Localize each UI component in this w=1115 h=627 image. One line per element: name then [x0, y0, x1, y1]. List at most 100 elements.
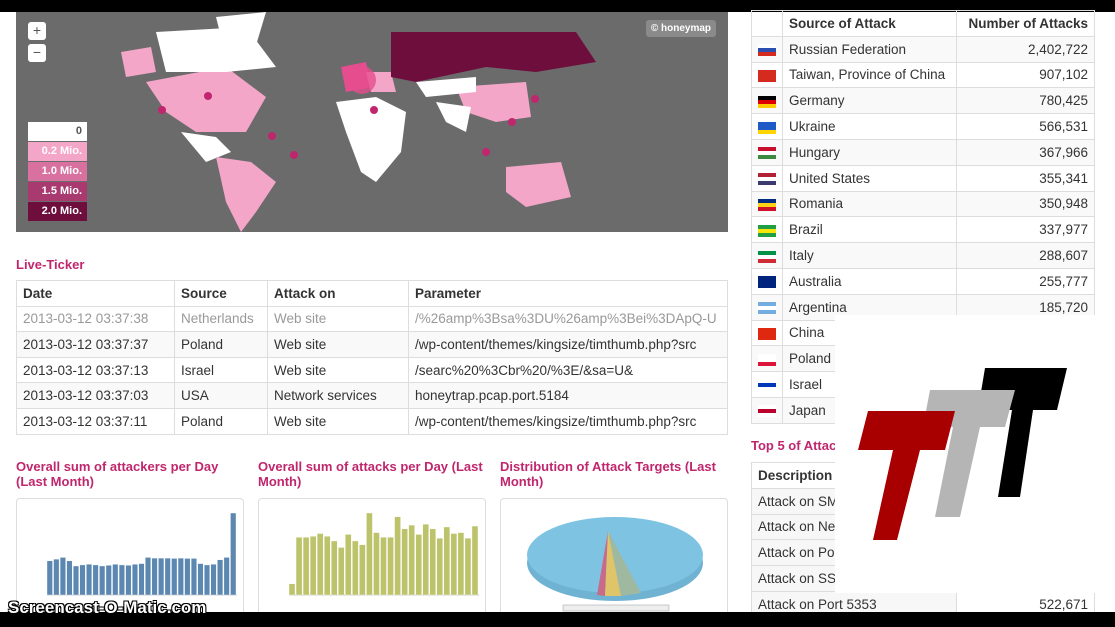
cell-attack-on: Web site	[267, 407, 409, 435]
bar	[177, 557, 184, 596]
table-row: Ukraine 566,531	[751, 113, 1095, 140]
bar	[230, 512, 237, 596]
table-row: Italy 288,607	[751, 242, 1095, 269]
cell-count: 255,777	[956, 267, 1095, 295]
cell-count: 337,977	[956, 216, 1095, 244]
cell-source: Poland	[174, 407, 268, 435]
flag-cell	[751, 87, 783, 115]
bar	[210, 564, 217, 596]
bar	[352, 540, 359, 596]
bar	[79, 564, 86, 596]
bar	[450, 533, 458, 596]
zoom-in-button[interactable]: +	[28, 22, 46, 40]
bar	[394, 516, 401, 596]
cell-count: 907,102	[956, 61, 1095, 89]
cell-source: USA	[174, 382, 268, 409]
table-row: 2013-03-12 03:37:03 USA Network services ho…	[16, 382, 728, 409]
bar	[158, 557, 165, 596]
cell-parameter: /wp-content/themes/kingsize/timthumb.php…	[408, 407, 728, 435]
col-date: Date	[16, 280, 175, 307]
bar	[184, 558, 191, 596]
flag-cell	[751, 267, 783, 295]
table-row: Hungary 367,966	[751, 138, 1095, 166]
zoom-out-button[interactable]: −	[28, 44, 46, 62]
bar	[338, 547, 345, 596]
cell-count: 350,948	[956, 190, 1095, 218]
top-black-bar	[0, 0, 1115, 12]
pie-slice	[608, 531, 641, 596]
flag-cell	[751, 345, 783, 373]
cell-attack-on: Network services	[267, 382, 409, 409]
top5-heading: Top 5 of Attac	[751, 438, 837, 453]
bar	[408, 524, 415, 596]
legend-item: 0.2 Mio.	[28, 142, 87, 161]
cell-count: 288,607	[956, 242, 1095, 269]
bar	[457, 532, 465, 596]
cell-parameter: /wp-content/themes/kingsize/timthumb.php…	[408, 331, 728, 358]
honeymap-attribution[interactable]: © honeymap	[645, 20, 716, 37]
bar	[118, 564, 125, 596]
bar	[302, 537, 310, 596]
bar	[197, 563, 204, 596]
cell-count: 2,402,722	[956, 35, 1095, 63]
table-row: 2013-03-12 03:37:11 Poland Web site/wp-con…	[16, 407, 728, 435]
flag-cell	[751, 371, 783, 398]
cell-parameter: honeytrap.pcap.port.5184	[408, 382, 728, 409]
cell-country: Germany	[782, 87, 957, 115]
ttt-logo	[858, 368, 1067, 540]
bar	[288, 583, 296, 596]
table-row: Romania 350,948	[751, 190, 1095, 218]
bar	[387, 537, 394, 596]
bar	[171, 558, 178, 596]
cell-country: Italy	[782, 242, 957, 269]
honeymap-world-map[interactable]: + − © honeymap 0 0.2 Mio. 1.0 Mio. 1.5 M…	[16, 12, 728, 232]
table-row: Brazil 337,977	[751, 216, 1095, 244]
cell-date: 2013-03-12 03:37:38	[16, 305, 175, 333]
bar	[151, 557, 158, 596]
attacks-bar-chart	[288, 512, 479, 596]
flag-icon	[758, 405, 776, 418]
cell-country: Hungary	[782, 138, 957, 166]
targets-chart-title: Distribution of Attack Targets (Last Mon…	[500, 459, 716, 489]
col-flag	[751, 10, 783, 37]
col-parameter: Parameter	[408, 280, 728, 307]
bar	[138, 563, 145, 596]
bar	[125, 565, 132, 596]
bar	[59, 557, 66, 596]
bar	[53, 558, 60, 596]
table-row: 2013-03-12 03:37:38 Netherlands Web site/%…	[16, 305, 728, 333]
bar	[345, 534, 352, 596]
cell-date: 2013-03-12 03:37:11	[16, 407, 175, 435]
cell-count: 566,531	[956, 113, 1095, 140]
bar	[415, 534, 422, 596]
flag-cell	[751, 293, 783, 321]
attackers-bar-chart	[46, 512, 237, 596]
flag-icon	[758, 250, 776, 263]
legend-item: 1.0 Mio.	[28, 162, 87, 181]
bar	[164, 557, 171, 596]
live-ticker-heading: Live-Ticker	[16, 257, 85, 272]
bottom-black-bar	[0, 612, 1115, 627]
live-ticker-table: Date Source Attack on Parameter 2013-03-12 …	[16, 280, 728, 435]
flag-icon	[758, 276, 776, 289]
cell-country: Brazil	[782, 216, 957, 244]
flag-icon	[758, 69, 776, 82]
bar	[190, 558, 197, 596]
bar	[323, 536, 331, 596]
bar	[359, 544, 366, 596]
bar	[66, 560, 73, 596]
flag-icon	[758, 173, 776, 186]
bar	[471, 525, 479, 596]
cell-country: Russian Federation	[782, 35, 957, 63]
flag-icon	[758, 95, 776, 108]
targets-pie-chart	[527, 517, 703, 612]
bar	[464, 537, 472, 596]
bar	[223, 557, 230, 596]
cell-attack-on: Web site	[267, 305, 409, 333]
cell-count: 367,966	[956, 138, 1095, 166]
col-attack-on: Attack on	[267, 280, 409, 307]
col-source: Source of Attack	[782, 10, 957, 37]
attacks-chart-title: Overall sum of attacks per Day (Last Mon…	[258, 459, 483, 489]
flag-icon	[758, 302, 776, 315]
flag-cell	[751, 319, 783, 347]
